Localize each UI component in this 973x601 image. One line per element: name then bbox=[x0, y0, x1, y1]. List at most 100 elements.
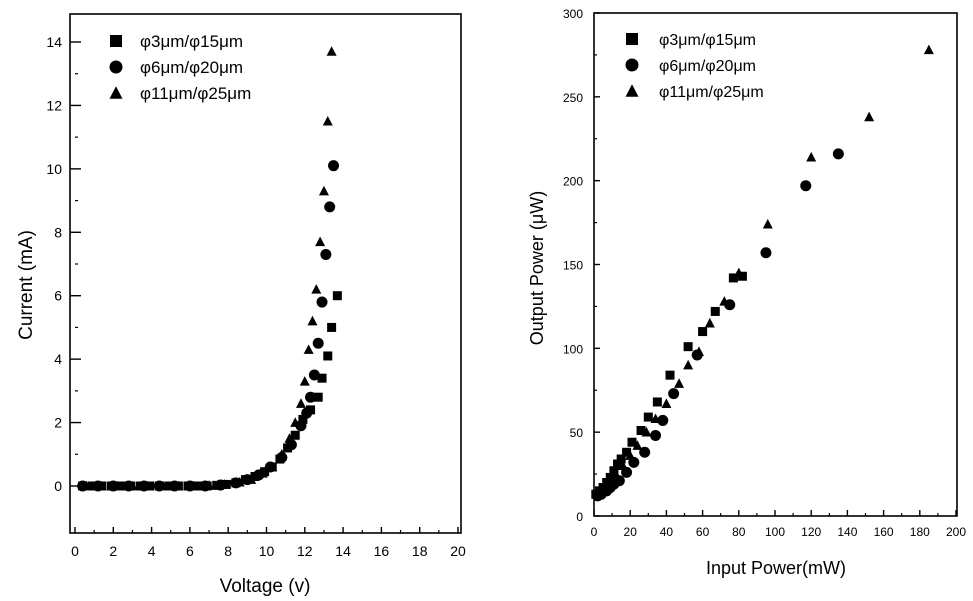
legend-label: φ3μm/φ15μm bbox=[659, 32, 756, 49]
data-point-triangle bbox=[632, 440, 643, 450]
data-point-triangle bbox=[234, 476, 245, 487]
data-point-square bbox=[710, 306, 720, 316]
data-point-triangle bbox=[923, 44, 934, 55]
data-point-triangle bbox=[142, 480, 153, 491]
x-tick-label: 20 bbox=[624, 525, 638, 539]
y-tick-label: 12 bbox=[46, 97, 62, 113]
data-point-circle bbox=[316, 296, 328, 308]
legend-marker-triangle bbox=[109, 86, 123, 99]
data-point-triangle bbox=[276, 449, 287, 459]
data-point-triangle bbox=[704, 317, 715, 328]
power-chart: 0 20 40 60 80 100 120 140 160 180 200 0 50 100 150 200 2… bbox=[527, 7, 966, 578]
y-tick-label: 150 bbox=[563, 259, 583, 273]
data-point-square bbox=[616, 454, 626, 464]
data-point-triangle bbox=[326, 46, 337, 56]
data-point-triangle bbox=[127, 480, 138, 491]
data-point-triangle bbox=[650, 413, 661, 424]
y-tick-label: 6 bbox=[54, 288, 62, 304]
data-point-triangle bbox=[188, 480, 199, 491]
y-tick-label: 8 bbox=[54, 224, 62, 240]
data-point-triangle bbox=[318, 185, 329, 196]
data-point-triangle bbox=[158, 480, 169, 491]
x-tick-label: 0 bbox=[71, 543, 79, 559]
y-axis-label: Current (mA) bbox=[16, 230, 37, 340]
data-point-circle bbox=[324, 201, 336, 213]
legend-marker-square bbox=[626, 33, 638, 45]
data-point-square bbox=[193, 481, 203, 491]
data-point-triangle bbox=[303, 344, 314, 354]
data-point-circle bbox=[328, 160, 340, 172]
y-tick-label: 0 bbox=[576, 510, 583, 524]
data-point-triangle bbox=[295, 398, 306, 408]
data-point-circle bbox=[800, 180, 812, 192]
x-tick-label: 80 bbox=[732, 525, 746, 539]
data-point-triangle bbox=[625, 450, 636, 460]
x-tick-label: 12 bbox=[297, 543, 313, 559]
x-tick-label: 0 bbox=[591, 525, 598, 539]
data-point-triangle bbox=[299, 376, 310, 386]
x-tick-label: 16 bbox=[374, 543, 390, 559]
data-point-square bbox=[116, 481, 126, 491]
data-point-square bbox=[313, 392, 323, 402]
y-tick-label: 300 bbox=[563, 7, 583, 21]
legend: φ3μm/φ15μm φ6μm/φ20μm φ11μm/φ25μm bbox=[109, 32, 251, 103]
data-point-triangle bbox=[693, 346, 704, 356]
y-tick-label: 4 bbox=[54, 351, 62, 367]
data-point-triangle bbox=[617, 460, 628, 470]
data-point-triangle bbox=[605, 475, 616, 486]
data-point-triangle bbox=[96, 480, 107, 491]
data-point-circle bbox=[668, 388, 680, 400]
y-tick-label: 200 bbox=[563, 175, 583, 189]
data-point-triangle bbox=[864, 111, 875, 122]
x-tick-label: 200 bbox=[946, 525, 966, 539]
data-point-square bbox=[164, 481, 174, 491]
x-tick-label: 10 bbox=[259, 543, 275, 559]
data-point-triangle bbox=[762, 218, 773, 229]
y-axis-label: Output Power (μW) bbox=[527, 191, 547, 345]
data-point-circle bbox=[650, 430, 662, 442]
data-point-triangle bbox=[290, 417, 301, 427]
data-point-square bbox=[728, 273, 738, 283]
data-point-square bbox=[290, 430, 300, 440]
data-point-triangle bbox=[674, 378, 685, 388]
data-point-triangle bbox=[806, 151, 817, 162]
data-point-square bbox=[622, 447, 632, 457]
data-point-triangle bbox=[661, 398, 672, 408]
data-point-triangle bbox=[610, 468, 621, 479]
y-tick-label: 14 bbox=[46, 34, 62, 50]
data-points bbox=[591, 44, 934, 502]
legend-label: φ11μm/φ25μm bbox=[659, 84, 764, 101]
legend-label: φ6μm/φ20μm bbox=[140, 58, 243, 77]
data-point-square bbox=[643, 412, 653, 422]
data-point-square bbox=[613, 459, 623, 469]
y-tick-label: 100 bbox=[563, 342, 583, 356]
x-tick-label: 14 bbox=[335, 543, 351, 559]
data-point-triangle bbox=[315, 236, 326, 247]
data-point-triangle bbox=[81, 480, 92, 491]
x-tick-label: 2 bbox=[109, 543, 117, 559]
data-point-triangle bbox=[112, 480, 123, 491]
data-point-triangle bbox=[219, 479, 230, 489]
data-point-triangle bbox=[311, 284, 322, 294]
data-point-triangle bbox=[204, 480, 215, 490]
x-tick-label: 40 bbox=[660, 525, 674, 539]
data-points bbox=[77, 46, 342, 492]
y-tick-label: 50 bbox=[570, 426, 584, 440]
data-point-triangle bbox=[733, 267, 744, 278]
legend-label: φ11μm/φ25μm bbox=[140, 84, 251, 103]
x-axis-label: Voltage (v) bbox=[220, 576, 311, 597]
data-point-square bbox=[609, 466, 619, 476]
plot-frame bbox=[69, 13, 462, 534]
data-point-square bbox=[323, 351, 333, 361]
x-tick-label: 4 bbox=[148, 543, 156, 559]
data-point-square bbox=[665, 370, 675, 380]
data-point-circle bbox=[657, 414, 669, 426]
data-point-circle bbox=[760, 247, 772, 259]
axis-ticks: 0 2 4 6 8 10 12 14 16 18 20 0 2 4 6 8 10 12 14 bbox=[46, 34, 466, 559]
y-tick-label: 2 bbox=[54, 415, 62, 431]
data-point-triangle bbox=[246, 474, 257, 484]
legend-label: φ6μm/φ20μm bbox=[659, 58, 756, 75]
data-point-triangle bbox=[599, 480, 610, 491]
data-point-triangle bbox=[173, 480, 184, 491]
